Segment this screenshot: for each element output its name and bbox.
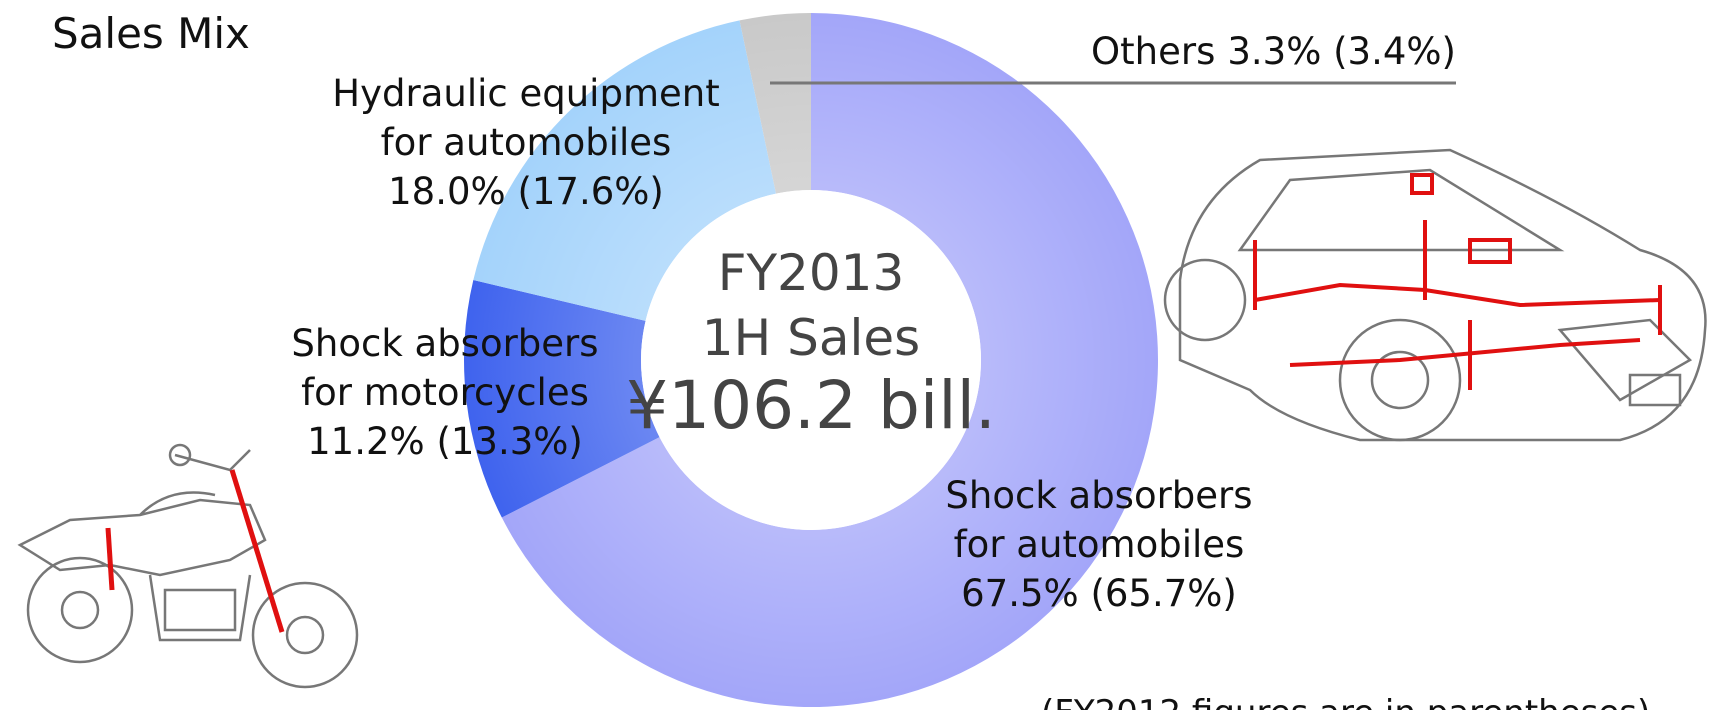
motorcycle-illustration [17, 443, 359, 689]
center-text: FY2013 [718, 244, 905, 302]
value-label: 3.3% (3.4%) [1227, 30, 1456, 73]
value-label: 18.0% (17.6%) [388, 170, 664, 213]
slice-label: for automobiles [381, 121, 672, 164]
value-label: 67.5% (65.7%) [961, 572, 1237, 615]
slice-label: for automobiles [954, 523, 1245, 566]
slice-label: for motorcycles [301, 371, 589, 414]
slice-label: Hydraulic equipment [332, 72, 719, 115]
car-illustration [1163, 148, 1707, 442]
slice-label: Others 3.3% (3.4%) [1091, 30, 1456, 73]
car-suspension [1253, 173, 1662, 390]
slice-label: Shock absorbers [945, 474, 1252, 517]
chart-title: Sales Mix [52, 9, 250, 58]
value-label: 11.2% (13.3%) [307, 420, 583, 463]
center-text: ¥106.2 bill. [626, 367, 996, 444]
others-name: Others [1091, 30, 1215, 73]
motorcycle-suspension [105, 469, 285, 633]
center-text: 1H Sales [702, 309, 920, 367]
slice-label: Shock absorbers [291, 322, 598, 365]
footnote: (FY2012 figures are in parentheses) [1041, 693, 1650, 710]
